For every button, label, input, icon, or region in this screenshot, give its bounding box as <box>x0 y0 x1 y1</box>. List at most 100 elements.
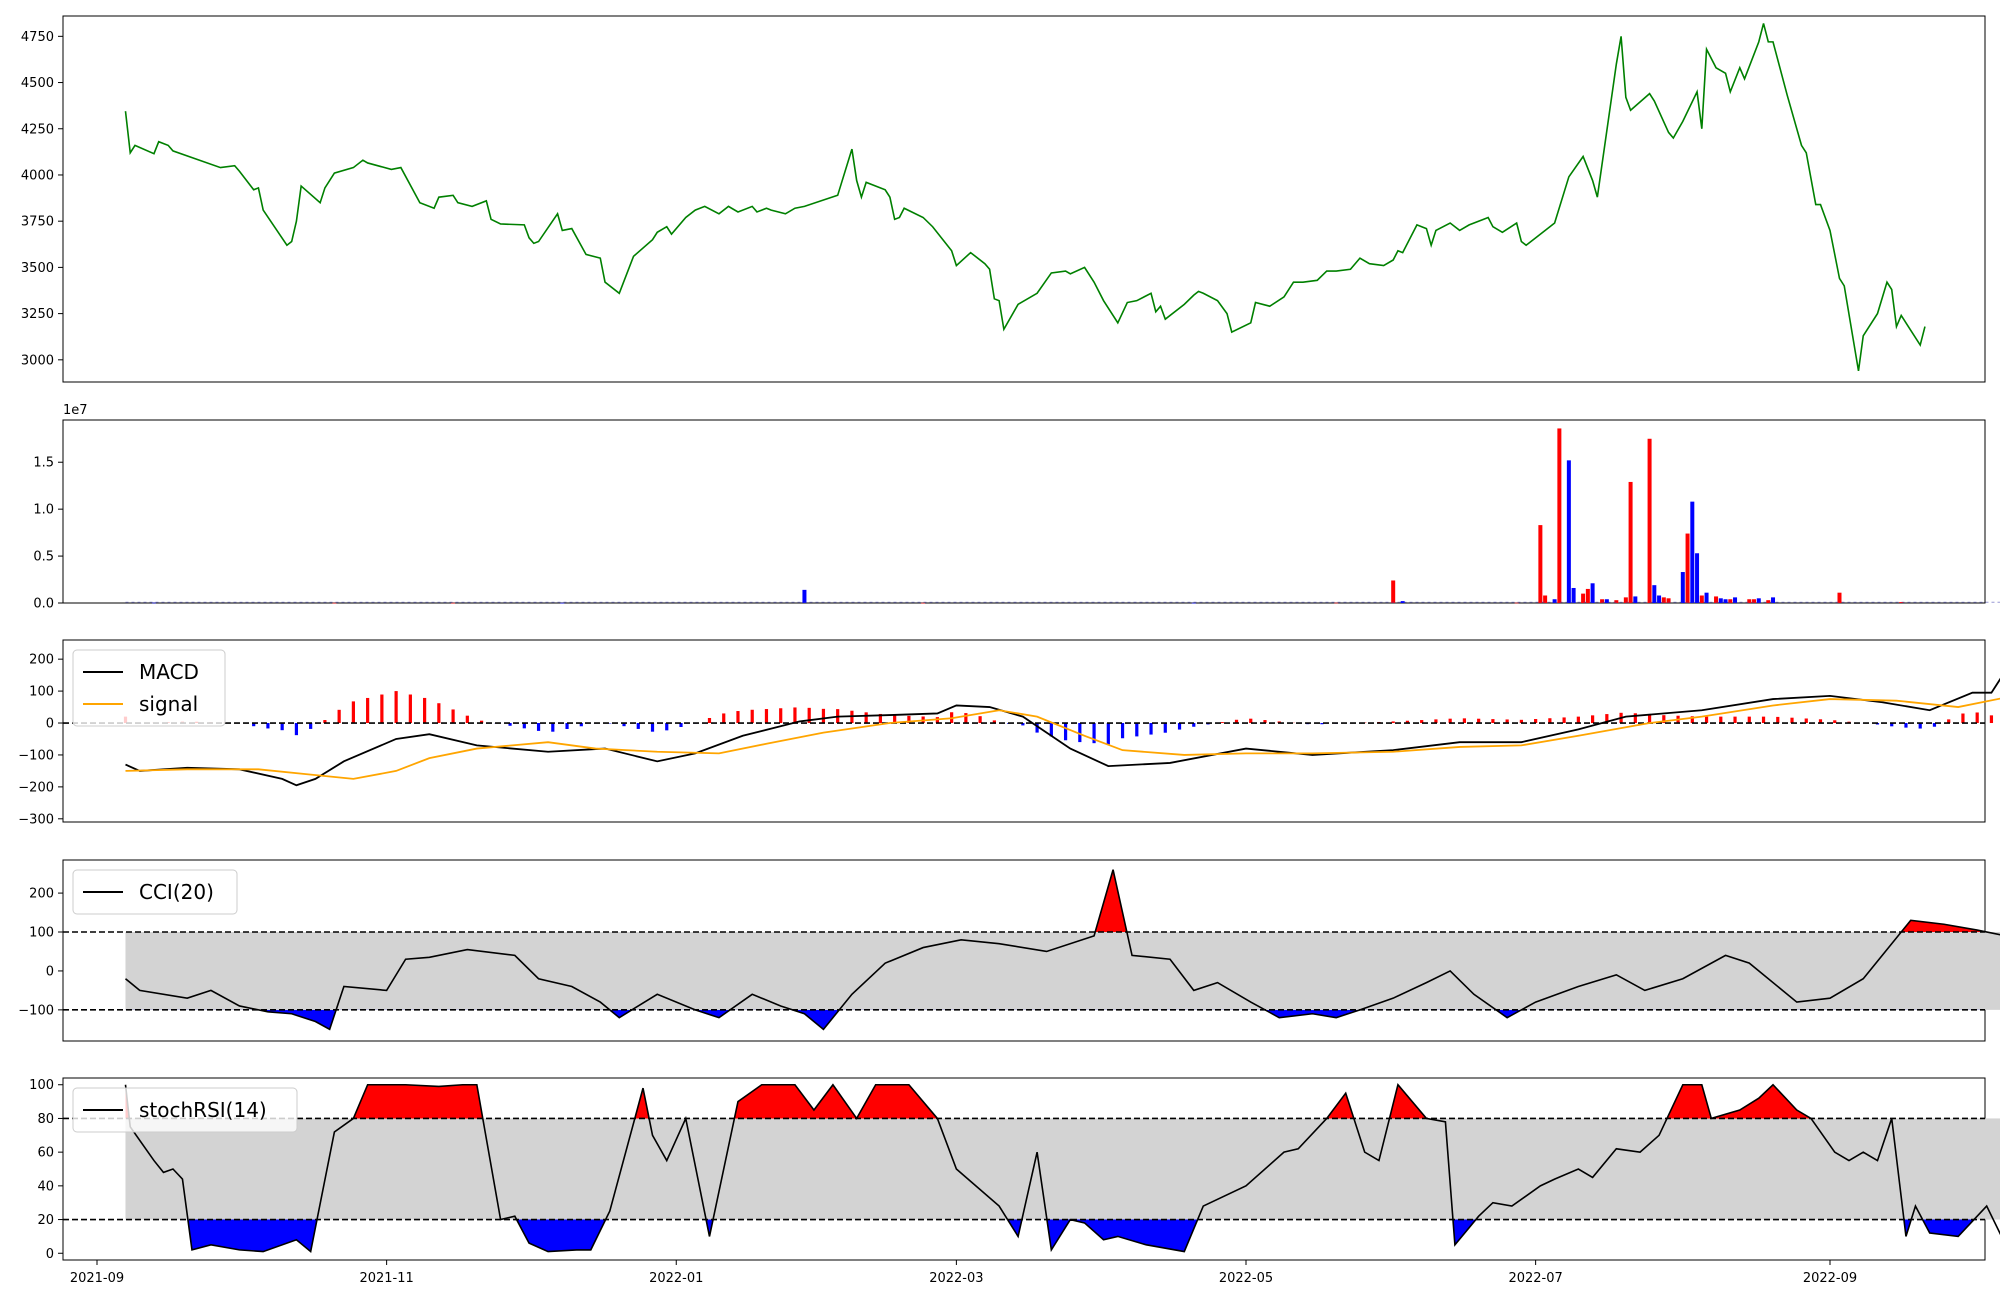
volume-ytick-label: 1.5 <box>33 456 54 471</box>
macd-histogram-bar <box>1990 715 1993 723</box>
cci-band <box>125 932 2000 1010</box>
macd-histogram-bar <box>366 698 369 723</box>
macd-histogram-bar <box>352 701 355 723</box>
macd-histogram-bar <box>1591 715 1594 723</box>
macd-histogram-bar <box>722 713 725 723</box>
macd-histogram-bar <box>1149 723 1152 735</box>
macd-histogram-bar <box>708 718 711 723</box>
macd-ytick-label: 0 <box>46 717 54 732</box>
macd-histogram-bar <box>1648 715 1651 723</box>
volume-bar <box>1192 603 1196 604</box>
macd-histogram-bar <box>1976 712 1979 723</box>
macd-histogram-bar <box>1563 717 1566 723</box>
macd-histogram-bar <box>665 723 668 730</box>
x-tick-label: 2021-09 <box>70 1271 124 1286</box>
macd-histogram-bar <box>765 709 768 723</box>
cci-ytick-label: 0 <box>46 964 54 979</box>
macd-ytick-label: −200 <box>18 780 54 795</box>
volume-bar <box>1705 593 1709 603</box>
volume-ytick-label: 1.0 <box>33 503 54 518</box>
cci-ytick-label: 200 <box>29 887 54 902</box>
volume-bar <box>921 603 925 604</box>
macd-histogram-bar <box>266 723 269 728</box>
macd-histogram-bar <box>1733 717 1736 723</box>
macd-histogram-bar <box>1634 713 1637 723</box>
stochrsi-ytick-label: 40 <box>37 1179 54 1194</box>
volume-bar <box>1515 603 1519 604</box>
volume-bar <box>1652 585 1656 603</box>
macd-histogram-bar <box>437 703 440 723</box>
macd-histogram-bar <box>309 723 312 729</box>
macd-histogram-bar <box>822 709 825 723</box>
volume-bar <box>1538 525 1542 603</box>
x-tick-label: 2022-03 <box>929 1271 983 1286</box>
volume-bar <box>1648 439 1652 603</box>
macd-histogram-bar <box>451 709 454 723</box>
macd-histogram-bar <box>979 716 982 723</box>
macd-histogram-bar <box>1833 720 1836 723</box>
x-tick-label: 2021-11 <box>359 1271 413 1286</box>
stochrsi-ytick-label: 20 <box>37 1213 54 1228</box>
macd-series-signal <box>125 662 2000 802</box>
macd-legend-label: signal <box>139 692 198 716</box>
macd-histogram-bar <box>1392 721 1395 723</box>
x-tick-label: 2022-01 <box>649 1271 703 1286</box>
x-tick-label: 2022-09 <box>1803 1271 1857 1286</box>
price-ytick-label: 3750 <box>21 215 54 230</box>
macd-histogram-bar <box>964 713 967 723</box>
macd-histogram-bar <box>295 723 298 735</box>
macd-ytick-label: 200 <box>29 653 54 668</box>
volume-bar <box>1681 572 1685 603</box>
price-ytick-label: 4500 <box>21 76 54 91</box>
volume-bar <box>1686 534 1690 603</box>
stochrsi-ytick-label: 0 <box>46 1247 54 1262</box>
volume-bar <box>1391 580 1395 603</box>
price-ytick-label: 4000 <box>21 168 54 183</box>
macd-histogram-bar <box>1762 717 1765 723</box>
macd-histogram-bar <box>793 707 796 723</box>
stochrsi-ytick-label: 80 <box>37 1112 54 1127</box>
macd-series-macd <box>125 651 2000 815</box>
macd-histogram-bar <box>1719 717 1722 723</box>
volume-bar <box>1591 583 1595 603</box>
volume-bar <box>1690 502 1694 603</box>
macd-ytick-label: −300 <box>18 812 54 827</box>
macd-histogram-bar <box>865 712 868 723</box>
macd-histogram-bar <box>651 723 654 732</box>
stochrsi-band <box>125 1118 2000 1219</box>
volume-bar <box>560 603 564 604</box>
macd-histogram-bar <box>1748 717 1751 723</box>
macd-histogram-bar <box>1919 723 1922 729</box>
macd-histogram-bar <box>1135 723 1138 736</box>
price-ytick-label: 4750 <box>21 30 54 45</box>
macd-histogram-bar <box>423 698 426 723</box>
volume-bar <box>802 590 806 603</box>
volume-bar <box>1567 460 1571 603</box>
volume-bar <box>1557 428 1561 603</box>
volume-bar <box>451 603 455 604</box>
cci-ytick-label: −100 <box>18 1003 54 1018</box>
macd-histogram-bar <box>779 708 782 723</box>
macd-ytick-label: −100 <box>18 748 54 763</box>
macd-histogram-bar <box>537 723 540 731</box>
volume-bar <box>332 603 336 604</box>
x-tick-label: 2022-07 <box>1508 1271 1562 1286</box>
macd-histogram-bar <box>1107 723 1110 744</box>
x-tick-label: 2022-05 <box>1219 1271 1273 1286</box>
stochrsi-ytick-label: 100 <box>29 1078 54 1093</box>
macd-ytick-label: 100 <box>29 685 54 700</box>
macd-histogram-bar <box>551 723 554 732</box>
macd-histogram-bar <box>338 710 341 723</box>
cci-ytick-label: 100 <box>29 926 54 941</box>
price-ytick-label: 3250 <box>21 307 54 322</box>
price-ytick-label: 3000 <box>21 353 54 368</box>
macd-panel-frame <box>63 640 1985 822</box>
volume-ytick-label: 0.5 <box>33 550 54 565</box>
volume-bar <box>1581 594 1585 603</box>
macd-histogram-bar <box>1121 723 1124 738</box>
macd-histogram-bar <box>409 695 412 724</box>
macd-histogram-bar <box>1178 723 1181 730</box>
macd-histogram-bar <box>751 710 754 723</box>
